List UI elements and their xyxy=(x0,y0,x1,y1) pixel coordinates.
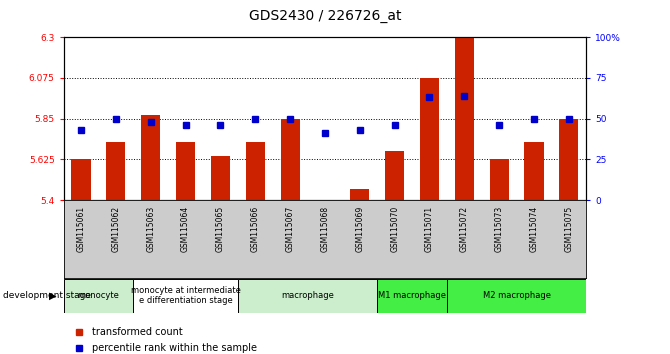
Text: GSM115075: GSM115075 xyxy=(564,206,574,252)
Bar xyxy=(559,119,578,200)
Text: GSM115071: GSM115071 xyxy=(425,206,434,252)
Text: monocyte at intermediate
e differentiation stage: monocyte at intermediate e differentiati… xyxy=(131,286,241,305)
Bar xyxy=(246,142,265,200)
Text: monocyte: monocyte xyxy=(78,291,119,300)
Bar xyxy=(447,279,586,313)
Bar xyxy=(350,189,369,200)
Text: GSM115069: GSM115069 xyxy=(355,206,364,252)
Text: M2 macrophage: M2 macrophage xyxy=(482,291,551,300)
Bar xyxy=(420,78,439,200)
Text: GSM115073: GSM115073 xyxy=(494,206,504,252)
Bar xyxy=(211,156,230,200)
Text: GSM115066: GSM115066 xyxy=(251,206,260,252)
Bar xyxy=(133,279,238,313)
Bar xyxy=(176,142,195,200)
Bar xyxy=(377,279,447,313)
Bar xyxy=(238,279,377,313)
Text: ▶: ▶ xyxy=(50,291,57,301)
Bar xyxy=(107,142,125,200)
Text: M1 macrophage: M1 macrophage xyxy=(378,291,446,300)
Text: development stage: development stage xyxy=(3,291,91,300)
Bar xyxy=(490,159,509,200)
Bar xyxy=(525,142,543,200)
Text: GSM115065: GSM115065 xyxy=(216,206,225,252)
Bar xyxy=(72,159,90,200)
Text: transformed count: transformed count xyxy=(92,327,183,337)
Bar xyxy=(385,151,404,200)
Bar xyxy=(281,119,299,200)
Bar xyxy=(141,115,160,200)
Bar xyxy=(64,279,133,313)
Bar xyxy=(455,37,474,200)
Text: macrophage: macrophage xyxy=(281,291,334,300)
Text: GSM115068: GSM115068 xyxy=(320,206,330,252)
Text: GDS2430 / 226726_at: GDS2430 / 226726_at xyxy=(249,9,401,23)
Text: GSM115061: GSM115061 xyxy=(76,206,86,252)
Text: GSM115072: GSM115072 xyxy=(460,206,469,252)
Text: GSM115074: GSM115074 xyxy=(529,206,539,252)
Text: GSM115064: GSM115064 xyxy=(181,206,190,252)
Text: GSM115070: GSM115070 xyxy=(390,206,399,252)
Text: GSM115062: GSM115062 xyxy=(111,206,121,252)
Text: GSM115063: GSM115063 xyxy=(146,206,155,252)
Text: percentile rank within the sample: percentile rank within the sample xyxy=(92,343,257,353)
Text: GSM115067: GSM115067 xyxy=(285,206,295,252)
